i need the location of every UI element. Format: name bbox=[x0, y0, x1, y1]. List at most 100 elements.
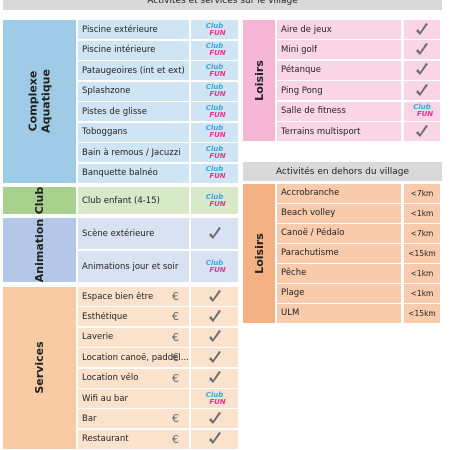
group-label-cell: Complexe Aquatique bbox=[3, 20, 76, 183]
check-icon bbox=[416, 83, 428, 96]
row-label: Animations jour et soir bbox=[78, 251, 189, 282]
row-label: Mini golf bbox=[277, 40, 401, 60]
row-label: Splashzone bbox=[78, 81, 189, 101]
check-icon bbox=[208, 309, 221, 322]
icon-cell: Club FUN bbox=[191, 122, 238, 142]
badge-line: FUN bbox=[209, 90, 226, 98]
badge-line: FUN bbox=[209, 110, 226, 119]
badge-line: FUN bbox=[209, 199, 226, 208]
price-symbol: € bbox=[172, 290, 179, 303]
check-icon bbox=[416, 22, 428, 35]
row-label: Location canoë, paddel... bbox=[78, 348, 189, 368]
badge-line: FUN bbox=[209, 69, 226, 78]
row-label: Pistes de glisse bbox=[78, 102, 189, 121]
row-label: Ping Pong bbox=[277, 81, 401, 101]
icon-cell bbox=[404, 20, 440, 39]
icon-cell: Club FUN bbox=[191, 143, 238, 162]
group-label: Loisirs bbox=[252, 232, 266, 274]
icon-cell bbox=[191, 218, 238, 249]
row-label: Espace bien être bbox=[78, 287, 189, 306]
icon-cell: Club FUN bbox=[191, 102, 238, 121]
row-label: Piscine intérieure bbox=[78, 40, 189, 60]
icon-cell bbox=[404, 40, 440, 60]
group-label-cell: Services bbox=[3, 287, 76, 449]
check-icon bbox=[416, 124, 428, 137]
badge-line: FUN bbox=[209, 49, 226, 57]
row-label: Canoë / Pédalo bbox=[277, 224, 401, 243]
badge-line: Club bbox=[205, 103, 224, 112]
price-symbol: € bbox=[172, 310, 179, 324]
icon-cell: Club FUN bbox=[191, 61, 238, 80]
icon-cell: Club FUN bbox=[191, 163, 238, 183]
row-label: Plage bbox=[277, 284, 401, 303]
icon-cell bbox=[191, 409, 238, 429]
club-fun-badge: Club FUN bbox=[203, 84, 226, 98]
icon-cell: Club FUN bbox=[404, 101, 440, 121]
club-fun-badge: Club FUN bbox=[203, 21, 226, 37]
section-header: Activités en dehors du village bbox=[243, 162, 442, 181]
badge-line: FUN bbox=[209, 28, 226, 37]
badge-line: Club bbox=[205, 165, 224, 173]
icon-cell bbox=[191, 368, 238, 388]
club-fun-badge: Club FUN bbox=[203, 63, 226, 78]
group-label-cell: Loisirs bbox=[243, 184, 275, 323]
club-fun-badge: Club FUN bbox=[203, 258, 226, 274]
icon-cell bbox=[404, 60, 440, 80]
icon-cell: Club FUN bbox=[191, 251, 238, 282]
icon-cell: Club FUN bbox=[191, 40, 238, 60]
group-label-cell: Animation bbox=[3, 218, 76, 282]
check-icon bbox=[208, 289, 221, 302]
badge-line: FUN bbox=[416, 110, 434, 119]
price-symbol: € bbox=[172, 371, 179, 385]
price-symbol: € bbox=[172, 432, 179, 446]
distance: <1km bbox=[404, 264, 440, 283]
check-icon bbox=[416, 42, 428, 55]
row-label: Bain à remous / Jacuzzi bbox=[78, 143, 189, 162]
icon-cell: Club FUN bbox=[191, 389, 238, 408]
icon-cell bbox=[404, 122, 440, 141]
row-label: Toboggans bbox=[78, 122, 189, 142]
badge-line: Club bbox=[205, 42, 224, 50]
icon-cell: Club FUN bbox=[191, 20, 238, 39]
icon-cell: Club FUN bbox=[191, 81, 238, 101]
row-label: Pataugeoires (int et ext) bbox=[78, 61, 189, 80]
row-label: Pétanque bbox=[277, 60, 401, 80]
badge-line: FUN bbox=[209, 131, 226, 139]
icon-cell bbox=[191, 287, 238, 306]
club-fun-badge: Club FUN bbox=[203, 145, 226, 160]
group-label: Complexe Aquatique bbox=[26, 69, 53, 134]
row-label: Terrains multisport bbox=[277, 122, 401, 141]
group-label: Services bbox=[33, 341, 46, 395]
check-icon bbox=[208, 350, 221, 363]
distance: <1km bbox=[404, 204, 440, 223]
row-label: Aire de jeux bbox=[277, 20, 401, 39]
check-icon bbox=[208, 411, 221, 424]
club-fun-badge: Club FUN bbox=[203, 391, 226, 406]
badge-line: FUN bbox=[209, 265, 226, 274]
distance: <7km bbox=[404, 184, 440, 203]
row-label: ULM bbox=[277, 304, 401, 323]
group-label: Animation bbox=[33, 218, 46, 282]
badge-line: FUN bbox=[209, 151, 226, 160]
row-label: Pêche bbox=[277, 264, 401, 283]
icon-cell: Club FUN bbox=[191, 187, 238, 214]
badge-line: Club bbox=[205, 192, 224, 201]
row-label: Restaurant bbox=[78, 429, 189, 449]
row-label: Laverie bbox=[78, 327, 189, 347]
icon-cell bbox=[191, 327, 238, 347]
check-icon bbox=[208, 226, 221, 239]
badge-line: Club bbox=[205, 258, 224, 267]
row-label: Club enfant (4-15) bbox=[78, 187, 189, 214]
check-icon bbox=[208, 330, 221, 343]
club-fun-badge: Club FUN bbox=[203, 124, 226, 139]
price-symbol: € bbox=[172, 330, 179, 344]
row-label: Location vélo bbox=[78, 368, 189, 388]
badge-line: Club bbox=[413, 103, 431, 112]
icon-cell bbox=[404, 81, 440, 101]
row-label: Esthétique bbox=[78, 307, 189, 327]
check-icon bbox=[208, 432, 221, 445]
badge-line: Club bbox=[205, 124, 224, 132]
badge-line: Club bbox=[205, 21, 224, 30]
distance: <15km bbox=[404, 304, 440, 323]
